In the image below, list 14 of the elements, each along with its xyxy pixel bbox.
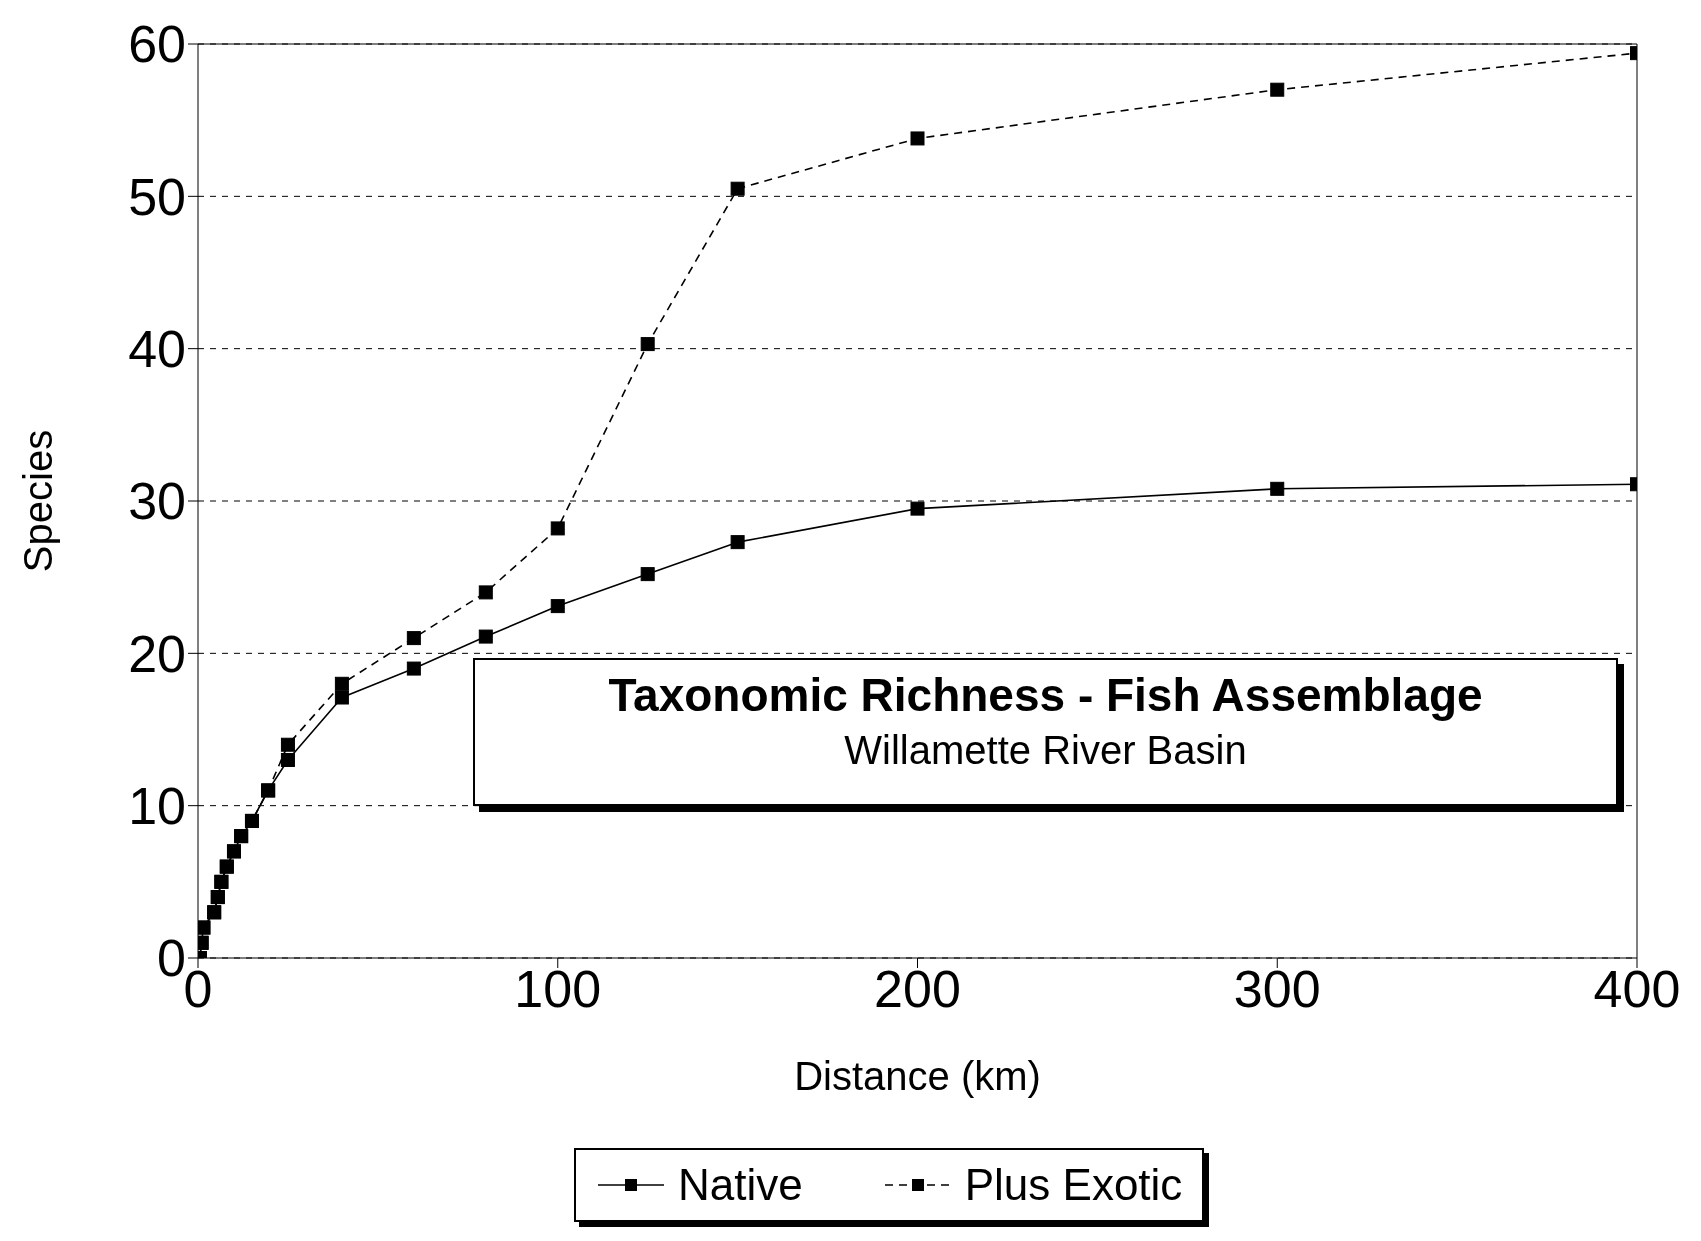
y-tick-label: 10 xyxy=(128,777,186,836)
x-tick-label: 100 xyxy=(514,959,602,1018)
x-tick-label: 200 xyxy=(874,959,961,1018)
x-tick-label: 400 xyxy=(1593,959,1681,1018)
x-axis-title: Distance (km) xyxy=(794,1054,1041,1098)
legend-label: Native xyxy=(678,1160,803,1210)
y-tick-label: 40 xyxy=(128,320,186,379)
legend-label: Plus Exotic xyxy=(964,1160,1183,1210)
x-tick-label: 300 xyxy=(1233,959,1321,1018)
y-tick-label: 60 xyxy=(128,15,186,74)
y-tick-label: 20 xyxy=(128,624,186,683)
y-axis-title: Species xyxy=(16,429,61,573)
y-tick-label: 30 xyxy=(128,472,186,531)
y-tick-label: 50 xyxy=(128,167,186,226)
